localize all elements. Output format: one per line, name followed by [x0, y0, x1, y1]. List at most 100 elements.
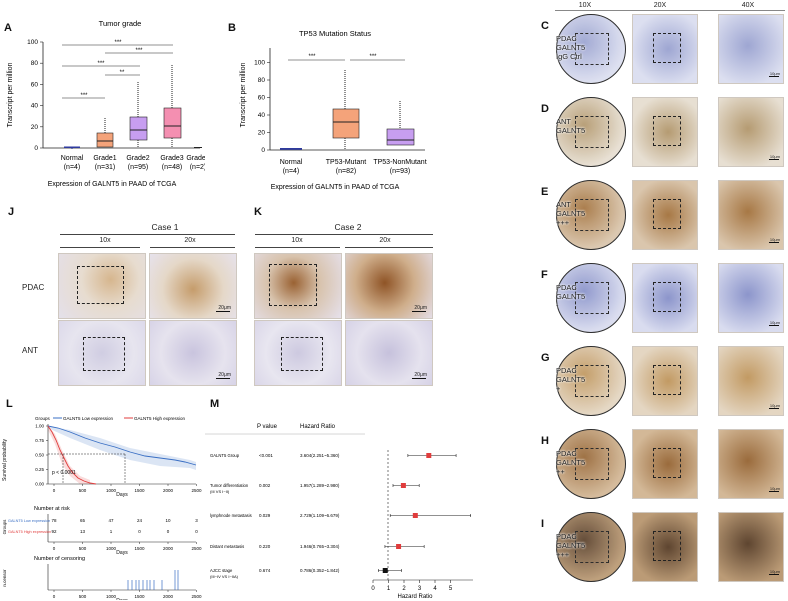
box-b-normal — [280, 148, 302, 150]
km-curve-high — [47, 425, 97, 485]
ihc-row-description: PDAC GALNT5 + — [556, 366, 586, 393]
risk-high-value: 1 — [110, 529, 113, 534]
panel-a-boxplot: Tumor grade Transcript per million 0 20 40… — [7, 19, 205, 188]
km-ytick: 0.50 — [35, 453, 44, 458]
km-xtick: 2000 — [163, 594, 174, 599]
forest-col-p: P value — [257, 424, 278, 430]
risk-low-value: 65 — [80, 518, 86, 523]
box-normal — [64, 146, 80, 148]
risk-low-value: 47 — [108, 518, 114, 523]
panel-a-letter: A — [4, 22, 12, 34]
a-ytick: 20 — [31, 124, 39, 131]
b-ytick: 100 — [254, 60, 265, 67]
a-group-n: (n=31) — [95, 164, 115, 171]
km-xtick: 500 — [79, 546, 87, 551]
forest-col-hr: Hazard Ratio — [300, 424, 336, 430]
forest-row-p: 0.002 — [259, 483, 271, 488]
ihc-10x-core — [556, 512, 626, 582]
k-ant-10x — [254, 320, 342, 386]
box-tp53-nonmutant — [386, 128, 415, 146]
km-ytick: 0.75 — [35, 438, 44, 443]
a-ytick: 40 — [31, 103, 39, 110]
k-ant-20x: 20μm — [345, 320, 433, 386]
header-40x: 40X — [741, 2, 755, 9]
forest-xtick: 0 — [371, 586, 375, 592]
ihc-row-letter: I — [541, 518, 545, 530]
panel-l-letter: L — [6, 398, 13, 410]
ihc-40x-view: 10μm — [718, 263, 784, 333]
km-pvalue: p < 0.0001 — [52, 470, 76, 476]
svg-text:n.censor: n.censor — [2, 569, 7, 587]
ihc-row-letter: F — [541, 269, 548, 281]
k-pdac-20x: 20μm — [345, 253, 433, 319]
sig-a-3: *** — [97, 61, 105, 67]
b-ytick: 20 — [258, 130, 266, 137]
ihc-20x-view — [632, 14, 698, 84]
panel-a-xlabel: Expression of GALNT5 in PAAD of TCGA — [48, 181, 177, 188]
sig-a-4: *** — [135, 48, 143, 54]
forest-point — [396, 544, 402, 549]
legend-low: GALNT5 Low expression — [63, 416, 114, 421]
ihc-row-description: PDAC GALNT5 +++ — [556, 532, 586, 559]
risk-low-value: 3 — [195, 518, 198, 523]
km-xtick: 1500 — [134, 546, 145, 551]
km-ytick: 0.00 — [35, 482, 44, 487]
km-xtick: 1500 — [134, 488, 145, 493]
risk-low-value: 10 — [165, 518, 171, 523]
a-group-label: Grade3 — [160, 155, 183, 162]
forest-row-p: 0.674 — [259, 568, 271, 573]
box-grade3 — [163, 107, 182, 139]
km-xtick: 1500 — [134, 594, 145, 599]
a-group-label: Grade1 — [93, 155, 116, 162]
j-ant-10x — [58, 320, 146, 386]
panel-a-ylabel: Transcript per million — [7, 63, 14, 128]
forest-row-label: AJCC stage — [210, 568, 233, 573]
forest-plot: P value Hazard Ratio GALNT5 Group <0.001 3… — [205, 424, 473, 600]
forest-xlabel: Hazard Ratio — [397, 594, 433, 600]
ihc-10x-core — [556, 14, 626, 84]
forest-point — [426, 453, 432, 458]
forest-row-hr: 0.786(0.352~1.842) — [300, 568, 340, 573]
panel-b-ylabel: Transcript per million — [240, 63, 247, 128]
forest-xtick: 3 — [418, 586, 422, 592]
ihc-20x-view — [632, 429, 698, 499]
forest-row-hr: 1.946(0.765~3.304) — [300, 544, 340, 549]
forest-row-hr: 3.604(2.251~5.360) — [300, 453, 340, 458]
forest-xtick: 1 — [387, 586, 391, 592]
svg-text:Days: Days — [116, 598, 128, 600]
ihc-row-description: ANT GALNT5 +++ — [556, 200, 586, 227]
km-xtick: 1000 — [106, 488, 117, 493]
ihc-40x-view: 10μm — [718, 14, 784, 84]
b-ytick: 40 — [258, 112, 266, 119]
forest-point — [412, 513, 418, 518]
km-ytick: 1.00 — [35, 424, 44, 429]
ihc-10x-core — [556, 429, 626, 499]
row-label-pdac: PDAC — [22, 283, 45, 292]
panel-b-letter: B — [228, 22, 236, 34]
panel-j-case: Case 1 — [151, 222, 179, 232]
km-xtick: 2000 — [163, 546, 174, 551]
km-xtick: 500 — [79, 488, 87, 493]
forest-xtick: 4 — [433, 586, 437, 592]
forest-xtick: 5 — [449, 586, 453, 592]
a-group-n: (n=48) — [162, 164, 182, 171]
ihc-row-letter: H — [541, 435, 549, 447]
a-ytick: 0 — [34, 145, 38, 152]
panel-b-title: TP53 Mutation Status — [299, 29, 371, 38]
box-tp53-mutant — [332, 108, 360, 139]
k-pdac-10x — [254, 253, 342, 319]
b-ytick: 60 — [258, 95, 266, 102]
km-xtick: 500 — [79, 594, 87, 599]
ihc-40x-view: 10μm — [718, 97, 784, 167]
panel-b-boxplot: TP53 Mutation Status Transcript per mill… — [240, 29, 427, 191]
km-ytick: 0.25 — [35, 467, 44, 472]
km-plot: Groups GALNT5 Low expression GALNT5 High… — [2, 416, 202, 600]
risk-low-value: 24 — [137, 518, 143, 523]
risk-high-value: 0 — [167, 529, 170, 534]
panel-j-letter: J — [8, 206, 15, 218]
a-group-n: (n=4) — [64, 164, 81, 171]
ihc-20x-view — [632, 263, 698, 333]
a-group-n: (n=2) — [190, 164, 205, 171]
ihc-row-description: PDAC GALNT5 ++ — [556, 449, 586, 476]
j-pdac-10x — [58, 253, 146, 319]
